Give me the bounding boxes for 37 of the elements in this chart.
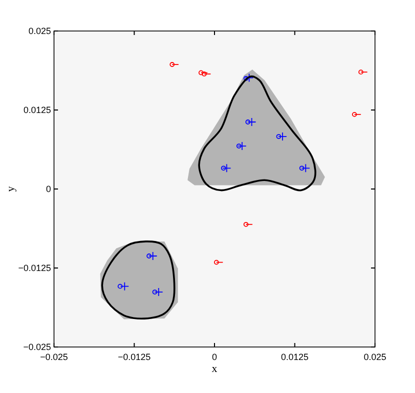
point xyxy=(276,134,282,139)
point xyxy=(222,164,232,173)
x-tick-label: 0 xyxy=(212,352,218,362)
point xyxy=(278,132,287,141)
y-axis-title: y xyxy=(5,186,17,192)
point xyxy=(244,222,248,227)
y-tick-label: 0.0125 xyxy=(23,105,51,115)
point xyxy=(148,252,158,260)
point xyxy=(152,290,158,294)
point xyxy=(170,62,175,67)
y-tick-label: −0.0125 xyxy=(18,263,51,273)
point xyxy=(244,76,248,81)
x-tick-label: 0.025 xyxy=(364,352,386,362)
point xyxy=(236,144,242,148)
x-tick-label: 0.0125 xyxy=(280,352,309,362)
point xyxy=(299,166,304,171)
point xyxy=(245,120,250,124)
x-tick-label: −0.0125 xyxy=(118,352,151,362)
point xyxy=(154,288,164,296)
point xyxy=(198,70,204,76)
point xyxy=(118,284,123,289)
point xyxy=(244,73,254,82)
point xyxy=(352,112,357,117)
point xyxy=(120,282,130,291)
point xyxy=(221,166,226,171)
y-tick-label: 0.025 xyxy=(28,26,51,36)
point xyxy=(301,164,310,173)
point xyxy=(247,118,256,126)
point xyxy=(358,70,364,75)
y-tick-label: −0.025 xyxy=(23,342,51,352)
y-tick-label: 0 xyxy=(46,184,51,194)
point xyxy=(202,72,207,76)
point xyxy=(214,260,219,265)
x-axis-title: x xyxy=(212,363,218,375)
x-tick-label: −0.025 xyxy=(40,352,68,362)
point xyxy=(146,254,152,258)
point xyxy=(238,142,247,150)
